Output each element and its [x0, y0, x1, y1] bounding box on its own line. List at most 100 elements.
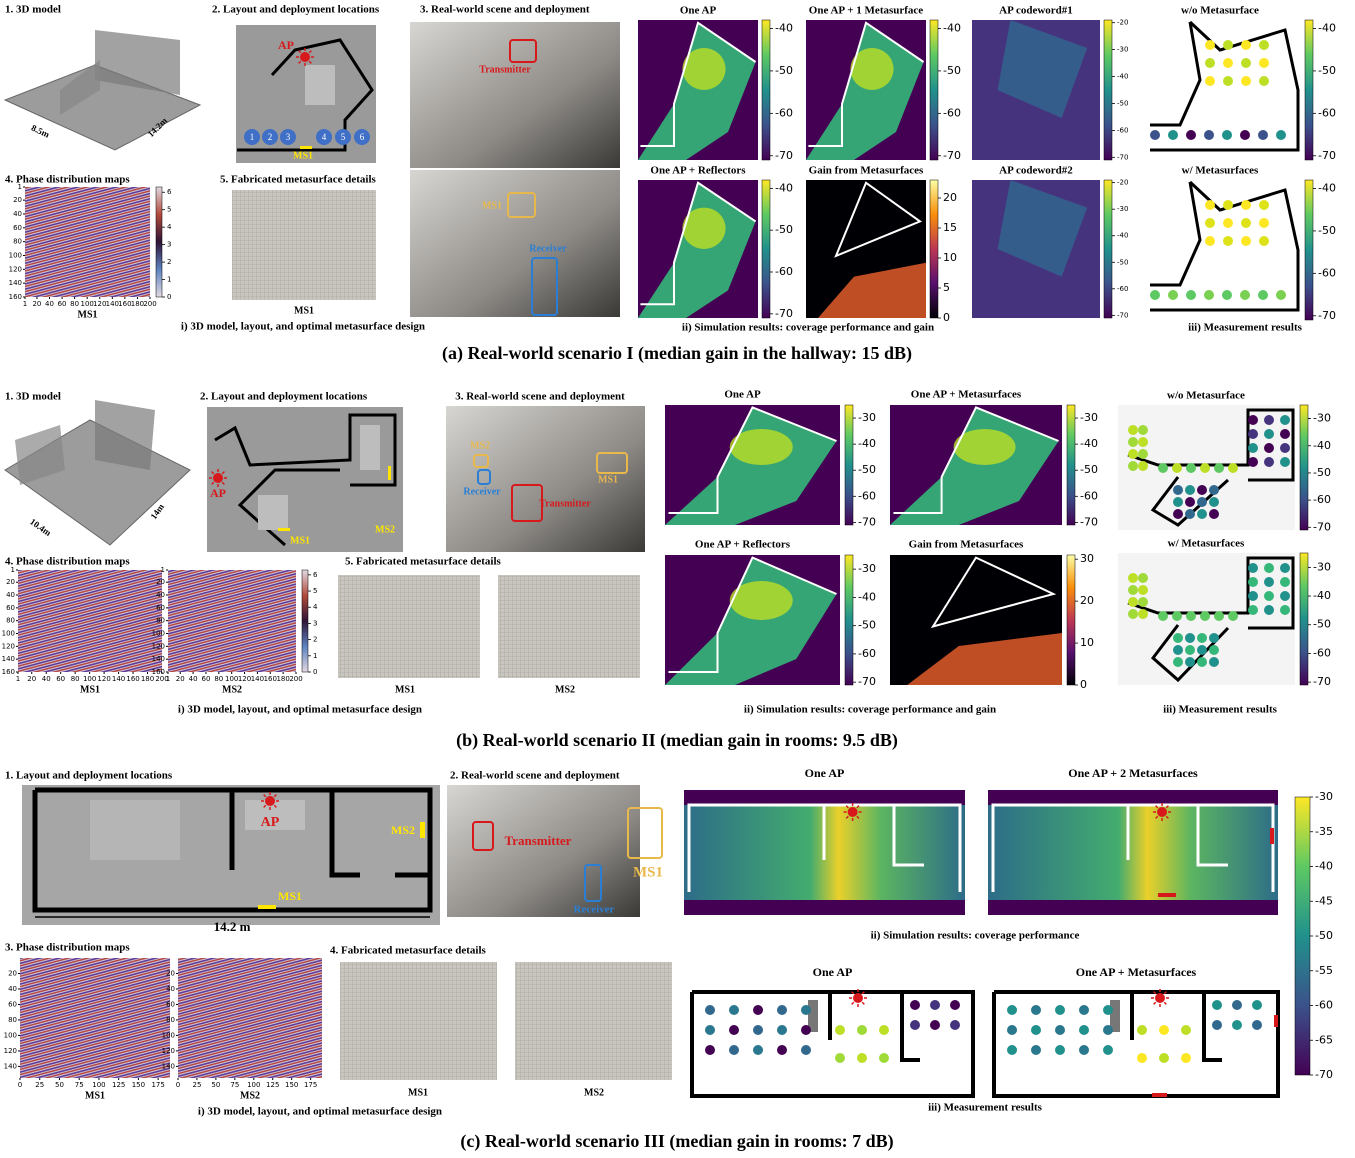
measurement-point — [930, 1000, 940, 1010]
table — [360, 425, 380, 470]
colorbar-tick-label: 1 — [313, 652, 317, 660]
phase-map — [178, 958, 322, 1078]
label: MS2 — [470, 440, 490, 451]
colorbar-tick-label: -40 — [943, 21, 961, 34]
wall — [1150, 20, 1300, 152]
colorbar-tick-label: 10 — [1080, 636, 1094, 649]
highlight-box — [596, 452, 628, 474]
metasurface-marker — [258, 905, 276, 909]
colorbar-tick-label: 2 — [167, 258, 171, 266]
heat-region — [997, 20, 1088, 118]
measurement-point — [1079, 1005, 1089, 1015]
colorbar-tick-label: -70 — [775, 307, 793, 320]
measurement-point — [1248, 577, 1258, 587]
measurement-point — [1197, 509, 1207, 519]
label: AP — [278, 38, 294, 52]
heat-region — [818, 262, 926, 318]
measurement-point — [1223, 236, 1233, 246]
y-tick-label: 20 — [13, 196, 22, 204]
y-tick-label: 20 — [166, 969, 175, 977]
colorbar-tick-label: 5 — [313, 587, 317, 595]
colorbar-tick-label: -50 — [858, 463, 876, 476]
measurement-point — [1204, 290, 1214, 300]
colorbar — [844, 554, 854, 686]
measurement-point — [1128, 597, 1138, 607]
y-tick-label: 20 — [6, 578, 15, 586]
label: One AP + Reflectors — [650, 165, 746, 177]
y-tick-label: 100 — [9, 251, 22, 259]
measurement-point — [910, 1020, 920, 1030]
metasurface-photo — [515, 962, 672, 1080]
label: MS1 — [408, 1087, 428, 1098]
label: MS2 — [584, 1087, 604, 1098]
measurement-point — [1197, 657, 1207, 667]
measurement-point — [801, 1005, 811, 1015]
measurement-point — [1209, 657, 1219, 667]
measurement-point — [1248, 429, 1258, 439]
model-walls — [95, 400, 155, 470]
label: 2. Layout and deployment locations — [212, 4, 380, 16]
colorbar-tick-label: -65 — [1315, 1033, 1333, 1046]
x-tick-label: 60 — [56, 675, 65, 683]
label: One AP — [813, 965, 853, 979]
colorbar-tick-label: 3 — [313, 619, 317, 627]
label: w/o Metasurface — [1167, 390, 1245, 402]
colorbar-tick-label: -50 — [1080, 463, 1098, 476]
measurement-point — [1252, 1000, 1262, 1010]
measurement-point — [1185, 633, 1195, 643]
label: MS1 — [80, 684, 100, 695]
colorbar-tick-label: 10 — [943, 251, 957, 264]
colorbar-tick-label: -50 — [858, 619, 876, 632]
colorbar-tick-label: 0 — [943, 311, 950, 324]
measurement-point — [1241, 236, 1251, 246]
measurement-point — [1128, 573, 1138, 583]
measurement-point — [1168, 130, 1178, 140]
wall — [237, 38, 374, 152]
measurement-point — [1205, 200, 1215, 210]
colorbar-tick-label: 0 — [1080, 678, 1087, 691]
colorbar-tick-label: -50 — [1117, 258, 1128, 266]
wall — [900, 992, 920, 1062]
colorbar — [1066, 404, 1076, 526]
measurement-point — [950, 1000, 960, 1010]
x-tick-label: 20 — [32, 300, 41, 308]
measurement-point — [930, 1020, 940, 1030]
colorbar-tick-label: -40 — [1318, 181, 1336, 194]
y-tick-label: 120 — [162, 1047, 175, 1055]
measurement-point — [835, 1025, 845, 1035]
measurement-point — [1212, 1000, 1222, 1010]
measurement-point — [1007, 1005, 1017, 1015]
measurement-point — [1138, 573, 1148, 583]
heat-region — [988, 805, 1278, 900]
y-tick-label: 20 — [156, 578, 165, 586]
measurement-point — [1181, 1053, 1191, 1063]
measurement-map — [1140, 20, 1300, 160]
label: 4 — [322, 132, 327, 142]
colorbar-tick-label: 30 — [1080, 552, 1094, 565]
measurement-point — [1103, 1045, 1113, 1055]
measurement-point — [1264, 429, 1274, 439]
measurement-point — [1264, 443, 1274, 453]
measurement-map — [1140, 180, 1300, 320]
ap-ray — [263, 794, 267, 798]
colorbar — [929, 179, 939, 319]
measurement-point — [1259, 218, 1269, 228]
ap-ray — [221, 481, 225, 485]
ap-ray — [1153, 1001, 1157, 1005]
colorbar-tick-label: -70 — [943, 149, 961, 162]
ap-ray — [856, 815, 860, 819]
measurement-point — [1172, 463, 1182, 473]
heat-region — [997, 180, 1088, 277]
measurement-point — [1259, 76, 1269, 86]
y-tick-label: 40 — [13, 210, 22, 218]
x-tick-label: 60 — [201, 675, 210, 683]
colorbar-tick-label: 5 — [943, 281, 950, 294]
measurement-point — [1185, 497, 1195, 507]
colorbar — [844, 404, 854, 526]
measurement-point — [1138, 585, 1148, 595]
x-tick-label: 140 — [251, 675, 264, 683]
measurement-point — [1173, 509, 1183, 519]
wall — [668, 406, 837, 514]
table — [305, 65, 335, 105]
label: 3 — [286, 132, 291, 142]
